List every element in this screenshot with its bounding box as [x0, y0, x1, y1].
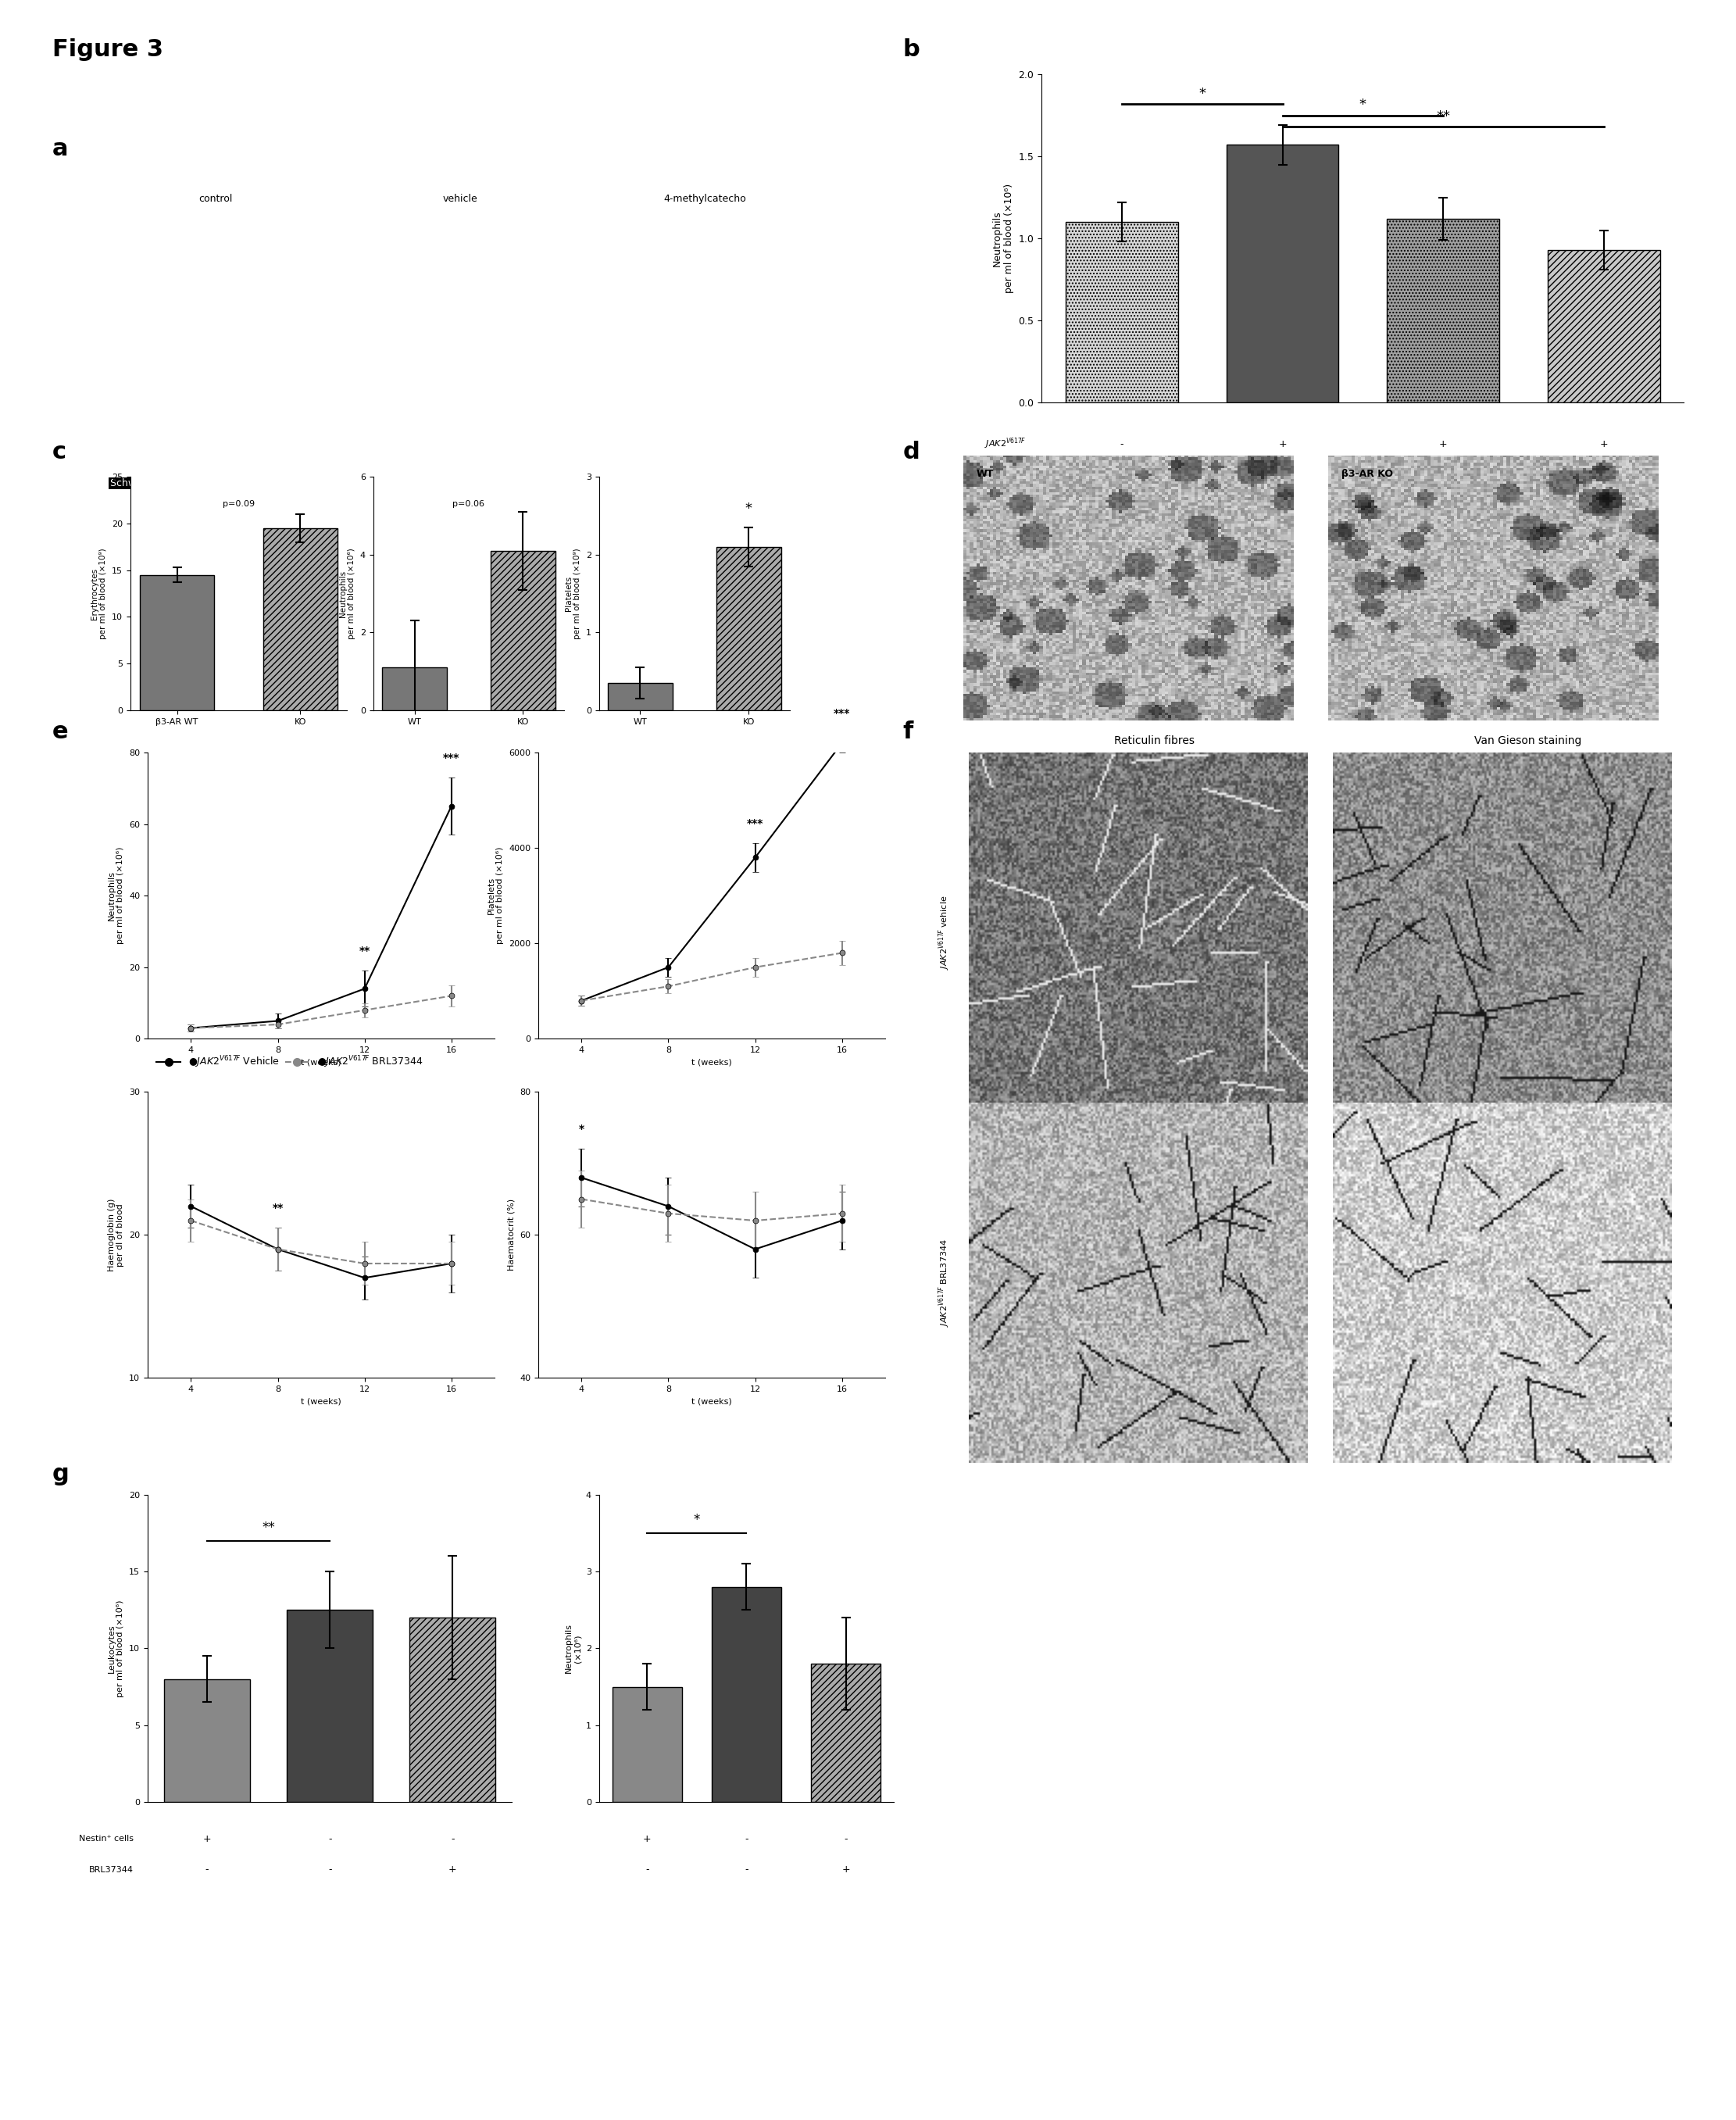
Text: BRL37344: BRL37344: [981, 483, 1026, 490]
Legend: $●$$JAK2^{V617F}$ Vehicle, $●$$JAK2^{V617F}$ BRL37344: $●$$JAK2^{V617F}$ Vehicle, $●$$JAK2^{V61…: [153, 1052, 427, 1073]
Text: **: **: [262, 1520, 274, 1535]
Text: a: a: [52, 138, 68, 161]
Y-axis label: Haematocrit (%): Haematocrit (%): [507, 1200, 516, 1270]
Text: -: -: [745, 1834, 748, 1844]
Text: Schwann cells: Schwann cells: [109, 479, 179, 488]
Text: **: **: [359, 946, 370, 956]
Bar: [410, 1618, 495, 1802]
Text: +: +: [1599, 481, 1608, 492]
Text: +: +: [1599, 439, 1608, 449]
Bar: [1387, 218, 1500, 403]
Text: ***: ***: [746, 818, 764, 829]
Text: -: -: [1281, 481, 1285, 492]
Text: g: g: [52, 1463, 69, 1486]
Text: *: *: [1359, 98, 1366, 112]
Text: BRL37344: BRL37344: [89, 1866, 134, 1874]
Text: +: +: [1278, 439, 1286, 449]
Text: *: *: [693, 1514, 700, 1526]
Text: β3-AR KO: β3-AR KO: [1342, 469, 1392, 479]
Y-axis label: Neutrophils
per ml of blood (×10⁶): Neutrophils per ml of blood (×10⁶): [993, 184, 1014, 293]
Text: WT: WT: [977, 469, 995, 479]
Bar: [264, 528, 337, 710]
Text: -: -: [205, 1866, 208, 1874]
Text: 4-methylcatecho: 4-methylcatecho: [663, 193, 746, 204]
Text: Van Gieson staining: Van Gieson staining: [1474, 736, 1581, 746]
Y-axis label: Neutrophils
per ml of blood (×10⁶): Neutrophils per ml of blood (×10⁶): [108, 848, 125, 943]
Text: -: -: [1441, 481, 1444, 492]
Text: $JAK2^{V617F}$ vehicle: $JAK2^{V617F}$ vehicle: [937, 895, 951, 971]
Text: e: e: [52, 721, 68, 744]
Text: +: +: [1439, 460, 1448, 471]
Text: c: c: [52, 441, 66, 464]
Text: **: **: [273, 1202, 283, 1213]
Bar: [491, 551, 556, 710]
Text: p=0.09: p=0.09: [222, 500, 255, 509]
Text: $JAK2^{V617F}$: $JAK2^{V617F}$: [984, 437, 1026, 452]
Text: +: +: [203, 1834, 212, 1844]
X-axis label: t (weeks): t (weeks): [691, 1058, 733, 1066]
Bar: [286, 1609, 373, 1802]
Y-axis label: Erythrocytes
per ml of blood (×10⁹): Erythrocytes per ml of blood (×10⁹): [90, 549, 108, 638]
Text: control: control: [198, 193, 233, 204]
Text: -: -: [451, 1834, 455, 1844]
Text: ***: ***: [443, 753, 460, 763]
Text: vehicle: vehicle: [443, 193, 477, 204]
Text: +: +: [1439, 439, 1448, 449]
Text: *: *: [745, 502, 752, 515]
X-axis label: t (weeks): t (weeks): [691, 1397, 733, 1406]
Text: +: +: [642, 1834, 651, 1844]
Bar: [715, 547, 781, 710]
Text: **: **: [1436, 110, 1450, 123]
X-axis label: t (weeks): t (weeks): [300, 1397, 342, 1406]
Text: -: -: [1120, 460, 1123, 471]
X-axis label: t (weeks): t (weeks): [300, 1058, 342, 1066]
Text: Nestin⁺ cells: Nestin⁺ cells: [78, 1836, 134, 1842]
Bar: [1547, 250, 1660, 403]
Y-axis label: Platelets
per ml of blood (×10⁶): Platelets per ml of blood (×10⁶): [488, 848, 503, 943]
Bar: [1226, 144, 1338, 403]
Text: 4MC: 4MC: [1007, 462, 1026, 469]
Text: *: *: [1198, 87, 1207, 100]
Text: Figure 3: Figure 3: [52, 38, 163, 61]
Bar: [141, 575, 214, 710]
Text: -: -: [745, 1866, 748, 1874]
Text: Reticulin fibres: Reticulin fibres: [1115, 736, 1194, 746]
Text: -: -: [1120, 439, 1123, 449]
Text: -: -: [1120, 481, 1123, 492]
Text: p=0.06: p=0.06: [453, 500, 484, 509]
Text: b: b: [903, 38, 920, 61]
Text: $JAK2^{V617F}$ BRL37344: $JAK2^{V617F}$ BRL37344: [937, 1238, 951, 1327]
Y-axis label: Neutrophils
(×10⁶): Neutrophils (×10⁶): [564, 1624, 582, 1673]
Text: +: +: [842, 1866, 851, 1874]
Y-axis label: Neutrophils
per ml of blood (×10⁶): Neutrophils per ml of blood (×10⁶): [339, 547, 356, 640]
Text: *: *: [578, 1124, 585, 1134]
Text: -: -: [328, 1866, 332, 1874]
Text: ***: ***: [833, 708, 851, 719]
Bar: [613, 1688, 682, 1802]
Bar: [1066, 223, 1179, 403]
Bar: [608, 683, 672, 710]
Text: f: f: [903, 721, 913, 744]
Text: -: -: [328, 1834, 332, 1844]
Text: -: -: [1281, 460, 1285, 471]
Y-axis label: Platelets
per ml of blood (×10⁹): Platelets per ml of blood (×10⁹): [564, 549, 582, 638]
Y-axis label: Leukocytes
per ml of blood (×10⁶): Leukocytes per ml of blood (×10⁶): [108, 1601, 125, 1696]
Y-axis label: Haemoglobin (g)
per dl of blood: Haemoglobin (g) per dl of blood: [108, 1198, 125, 1272]
Text: d: d: [903, 441, 920, 464]
Bar: [165, 1679, 250, 1802]
Text: +: +: [448, 1866, 457, 1874]
Bar: [811, 1664, 880, 1802]
Text: -: -: [1602, 460, 1606, 471]
Text: -: -: [844, 1834, 847, 1844]
Bar: [712, 1586, 781, 1802]
Bar: [382, 668, 448, 710]
Text: -: -: [646, 1866, 649, 1874]
